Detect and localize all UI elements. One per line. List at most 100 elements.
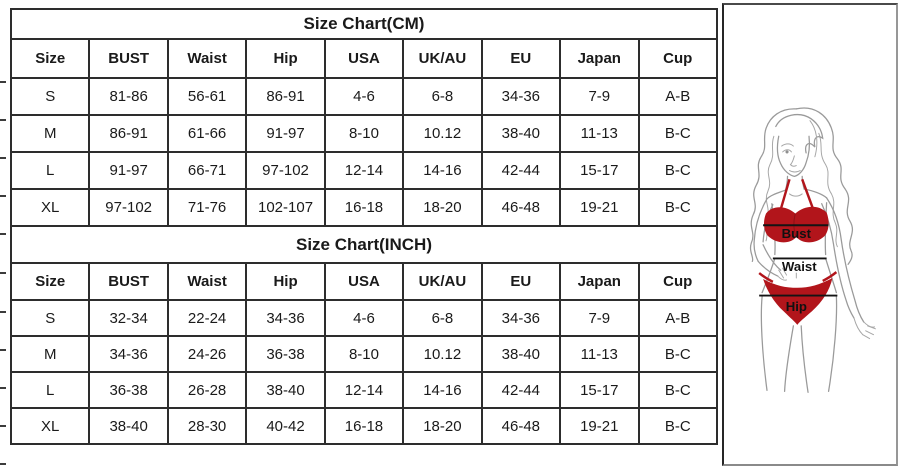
table-cell: 10.12	[402, 335, 483, 373]
bust-label: Bust	[782, 226, 812, 241]
table-row: M 86-91 61-66 91-97 8-10 10.12 38-40 11-13 B-C	[9, 114, 718, 153]
hip-label: Hip	[786, 299, 807, 314]
table-cell: 38-40	[88, 407, 169, 445]
table-cell: 97-102	[88, 188, 169, 227]
column-header: Cup	[637, 262, 718, 301]
column-header: EU	[480, 38, 562, 79]
table-cell: 11-13	[559, 114, 640, 153]
table-cell: 102-107	[245, 188, 326, 227]
hair-line-art	[749, 107, 854, 265]
table-cell: 86-91	[88, 114, 169, 153]
table-row: S 81-86 56-61 86-91 4-6 6-8 34-36 7-9 A-B	[9, 77, 718, 116]
column-header: Japan	[559, 38, 640, 79]
table-cell: 61-66	[166, 114, 248, 153]
table-cell: A-B	[637, 77, 718, 116]
column-header: Size	[9, 262, 91, 301]
table-cell: 18-20	[402, 407, 483, 445]
measurement-figure-svg: Bust Waist Hip	[749, 107, 876, 393]
table-cell: 4-6	[323, 299, 405, 337]
table-cell: 18-20	[402, 188, 483, 227]
table-cell: 36-38	[245, 335, 326, 373]
table-cell: 16-18	[323, 407, 405, 445]
table-cell: 8-10	[323, 335, 405, 373]
bikini-bottom	[758, 271, 838, 325]
table-cell: B-C	[637, 188, 718, 227]
column-header: UK/AU	[402, 38, 483, 79]
left-edge-ticks	[0, 0, 8, 475]
table-cell: 7-9	[559, 299, 640, 337]
table-cell: 81-86	[88, 77, 169, 116]
table-cell: 6-8	[402, 299, 483, 337]
table-cell: 46-48	[480, 407, 562, 445]
table-cell: 14-16	[402, 151, 483, 190]
table-cell: 19-21	[559, 407, 640, 445]
column-header: Japan	[559, 262, 640, 301]
table-row: XL 97-102 71-76 102-107 16-18 18-20 46-48 19-21…	[9, 188, 718, 227]
table-cell: 10.12	[402, 114, 483, 153]
table-cell: 97-102	[245, 151, 326, 190]
table-cell: 91-97	[245, 114, 326, 153]
size-label-cell: L	[9, 371, 91, 409]
column-header: BUST	[88, 262, 169, 301]
column-header: Cup	[637, 38, 718, 79]
table-cell: 91-97	[88, 151, 169, 190]
column-header: Hip	[245, 38, 326, 79]
table-cell: 56-61	[166, 77, 248, 116]
column-header: Size	[9, 38, 91, 79]
table-cell: 12-14	[323, 371, 405, 409]
bust-measurement: Bust	[763, 224, 829, 241]
table-cell: 16-18	[323, 188, 405, 227]
table-cell: 15-17	[559, 371, 640, 409]
size-label-cell: S	[9, 299, 91, 337]
table-cell: 42-44	[480, 371, 562, 409]
size-label-cell: L	[9, 151, 91, 190]
table-row: L 91-97 66-71 97-102 12-14 14-16 42-44 15-17 B-C	[9, 151, 718, 190]
table-cell: 11-13	[559, 335, 640, 373]
table-cell: 19-21	[559, 188, 640, 227]
table-cell: 86-91	[245, 77, 326, 116]
table-cell: 15-17	[559, 151, 640, 190]
table-cell: B-C	[637, 407, 718, 445]
measurement-figure-panel: Bust Waist Hip	[722, 3, 898, 466]
table-cell: 38-40	[245, 371, 326, 409]
waist-measurement: Waist	[772, 257, 827, 274]
column-header: Waist	[166, 262, 248, 301]
table-cell: 71-76	[166, 188, 248, 227]
table-cell: 66-71	[166, 151, 248, 190]
table-cell: 28-30	[166, 407, 248, 445]
size-label-cell: XL	[9, 188, 91, 227]
table-cell: B-C	[637, 371, 718, 409]
column-header: USA	[323, 38, 405, 79]
table-cell: 24-26	[166, 335, 248, 373]
table-cell: 12-14	[323, 151, 405, 190]
size-chart-table: Size Chart(CM) Size BUST Waist Hip USA UK/AU EU…	[9, 8, 718, 445]
face-line-art	[776, 135, 811, 191]
waist-label: Waist	[782, 259, 817, 274]
table-cell: 32-34	[88, 299, 169, 337]
table-row: L 36-38 26-28 38-40 12-14 14-16 42-44 15-17 B-C	[9, 371, 718, 409]
table-cell: 22-24	[166, 299, 248, 337]
size-label-cell: S	[9, 77, 91, 116]
table-cell: 34-36	[245, 299, 326, 337]
size-label-cell: M	[9, 335, 91, 373]
table-cell: 34-36	[88, 335, 169, 373]
table-title: Size Chart(INCH)	[10, 225, 718, 264]
hip-measurement: Hip	[759, 294, 838, 314]
size-label-cell: M	[9, 114, 91, 153]
column-header: BUST	[88, 38, 169, 79]
table-row: XL 38-40 28-30 40-42 16-18 18-20 46-48 19-21 B-C	[9, 407, 718, 445]
column-header: Waist	[166, 38, 248, 79]
table-cell: 7-9	[559, 77, 640, 116]
table-cell: 8-10	[323, 114, 405, 153]
table-cell: A-B	[637, 299, 718, 337]
table-cell: 26-28	[166, 371, 248, 409]
table-cell: 38-40	[480, 114, 562, 153]
column-header: EU	[480, 262, 562, 301]
table-cell: 40-42	[245, 407, 326, 445]
table-cell: 14-16	[402, 371, 483, 409]
table-cell: 42-44	[480, 151, 562, 190]
table-cell: 4-6	[323, 77, 405, 116]
table-cell: 46-48	[480, 188, 562, 227]
table-cell: 36-38	[88, 371, 169, 409]
